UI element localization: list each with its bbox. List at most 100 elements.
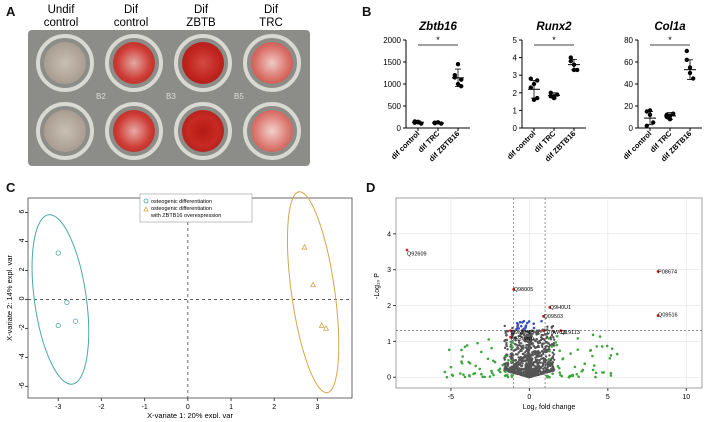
gene-point-p — [524, 324, 528, 327]
gene-point — [509, 370, 512, 374]
gene-point — [541, 352, 545, 356]
data-point — [651, 120, 656, 125]
gene-point — [514, 362, 517, 366]
y-tick-label: 0 — [19, 296, 26, 300]
gene-label: Q5SWN0 — [511, 337, 534, 343]
gene-point-fc — [595, 345, 599, 348]
y-tick-label: 80 — [624, 36, 633, 45]
y-tick-label: 20 — [624, 102, 633, 111]
gene-point — [505, 333, 508, 337]
data-point — [684, 48, 689, 54]
gene-point-fc — [580, 370, 583, 373]
sample-point — [301, 243, 308, 250]
data-point — [691, 76, 696, 81]
panel-letter-b: B — [362, 4, 372, 19]
gene-point — [550, 333, 554, 337]
gene-point — [514, 348, 517, 351]
gene-point-fc — [583, 362, 587, 366]
gene-point — [548, 354, 551, 357]
gene-point-fc — [490, 346, 493, 350]
gene-point — [549, 361, 552, 365]
gene-point-p — [524, 326, 527, 330]
data-point — [455, 62, 461, 67]
gene-point — [531, 367, 535, 371]
gene-point-fc — [479, 350, 483, 354]
y-tick-label: -2 — [19, 324, 26, 330]
significant-gene-point — [542, 329, 545, 333]
significant-gene-point — [548, 305, 552, 309]
gene-point — [539, 361, 542, 364]
gene-point — [528, 355, 531, 359]
gene-point-fc — [609, 371, 613, 375]
gene-point — [524, 340, 527, 343]
gene-point-fc — [510, 374, 514, 377]
gene-point — [514, 359, 517, 362]
label-line: control — [113, 17, 149, 29]
well-dif-control-top — [105, 34, 163, 92]
gene-point — [545, 345, 549, 348]
gene-label: Q09516 — [658, 312, 678, 318]
well-label-dif-zbtb: Dif ZBTB — [170, 4, 232, 30]
gene-point-fc — [575, 372, 579, 376]
sample-point — [323, 324, 330, 331]
gene-point — [503, 346, 507, 350]
gene-point — [528, 371, 532, 375]
gene-point — [545, 335, 549, 338]
gene-point-fc — [547, 337, 551, 340]
data-point — [644, 123, 649, 128]
gene-point — [525, 358, 529, 361]
gene-point-fc — [492, 373, 495, 377]
y-tick-label: 3 — [513, 71, 518, 80]
x-tick-label: -3 — [55, 404, 61, 411]
gene-point-fc — [504, 370, 507, 374]
gene-point-p — [522, 319, 526, 323]
gene-point-fc — [592, 364, 596, 367]
gene-point — [541, 371, 544, 375]
x-tick-label: 2 — [272, 404, 276, 411]
gene-point — [549, 338, 553, 341]
gene-point — [514, 339, 517, 342]
gene-point — [520, 349, 523, 352]
y-tick-label: 0 — [387, 375, 391, 382]
gene-point-fc — [545, 374, 549, 378]
gene-point-p — [532, 326, 536, 330]
gene-point — [523, 359, 526, 362]
gene-point — [513, 342, 517, 346]
gene-point-fc — [483, 375, 486, 379]
well-label-dif-control: Dif control — [100, 4, 162, 30]
gene-point — [530, 338, 533, 341]
gene-point — [513, 365, 516, 368]
gene-point-fc — [601, 371, 604, 374]
gene-point-fc — [443, 370, 447, 374]
gene-point — [504, 330, 507, 333]
well-dif-trc-bottom — [243, 102, 301, 160]
gene-point-fc — [504, 354, 507, 358]
gene-point — [513, 336, 517, 339]
gene-point — [544, 363, 547, 367]
chart-title: Zbtb16 — [418, 21, 457, 33]
gene-point — [522, 370, 526, 373]
gene-point — [503, 356, 506, 360]
gene-point-fc — [487, 338, 490, 341]
gene-point — [530, 354, 533, 357]
sample-point — [64, 299, 70, 305]
gene-point — [518, 363, 521, 366]
gene-point — [546, 332, 550, 335]
gene-point — [536, 352, 540, 355]
y-tick-label: 60 — [624, 58, 633, 67]
gene-point — [552, 336, 555, 339]
gene-point — [509, 367, 513, 371]
gene-point-fc — [577, 375, 580, 378]
panel-letter-d: D — [366, 180, 376, 195]
significant-gene-point — [509, 335, 512, 339]
x-tick-label: 3 — [315, 404, 319, 411]
gene-point-fc — [480, 372, 483, 376]
gene-point — [540, 333, 543, 337]
gene-point — [506, 364, 510, 368]
significant-gene-point — [656, 314, 660, 317]
significance-star: * — [552, 35, 556, 45]
gene-point — [531, 357, 534, 361]
